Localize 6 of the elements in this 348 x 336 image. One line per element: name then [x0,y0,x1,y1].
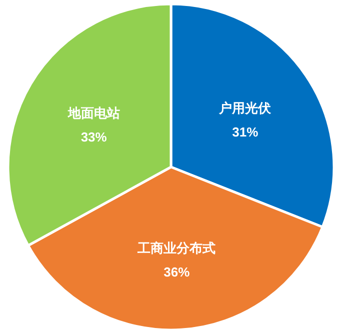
data-label: 31% [232,124,259,140]
data-label: 36% [164,264,190,280]
data-label: 33% [80,129,108,144]
slice-label: 地面电站 [66,106,120,122]
slice-label: 户用光伏 [218,100,272,117]
slice-label: 工商业分布式 [136,240,216,256]
